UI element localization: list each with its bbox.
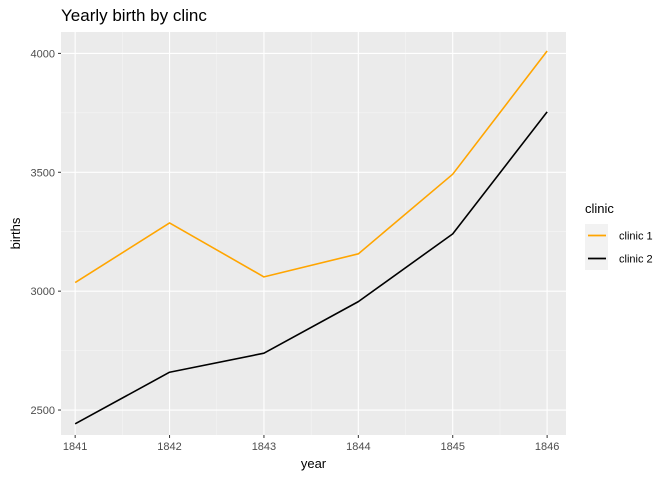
- x-tick-label: 1842: [157, 441, 181, 453]
- minor-gridlines: [61, 32, 566, 435]
- y-tick-label: 3000: [31, 286, 55, 298]
- x-tick-label: 1844: [346, 441, 370, 453]
- y-tick-label: 2500: [31, 405, 55, 417]
- x-tick-label: 1841: [63, 441, 87, 453]
- legend: clinic clinic 1 clinic 2: [585, 201, 653, 270]
- y-tick-label: 4000: [31, 48, 55, 60]
- series-line-clinic-1: [74, 50, 548, 284]
- legend-label: clinic 1: [619, 231, 653, 243]
- x-axis-title: year: [301, 456, 327, 471]
- legend-label: clinic 2: [619, 254, 653, 266]
- x-tick-label: 1845: [440, 441, 464, 453]
- y-axis-title: births: [8, 217, 23, 249]
- series-lines: [74, 50, 548, 425]
- series-line-clinic-2: [74, 111, 548, 425]
- chart-title: Yearly birth by clinc: [61, 6, 207, 25]
- x-tick-label: 1843: [252, 441, 276, 453]
- y-axis: 2500 3000 3500 4000: [31, 48, 61, 417]
- y-tick-label: 3500: [31, 167, 55, 179]
- plot-panel: [61, 32, 566, 435]
- legend-title: clinic: [585, 201, 614, 216]
- x-tick-label: 1846: [535, 441, 559, 453]
- x-axis: 1841 1842 1843 1844 1845 1846: [63, 435, 559, 453]
